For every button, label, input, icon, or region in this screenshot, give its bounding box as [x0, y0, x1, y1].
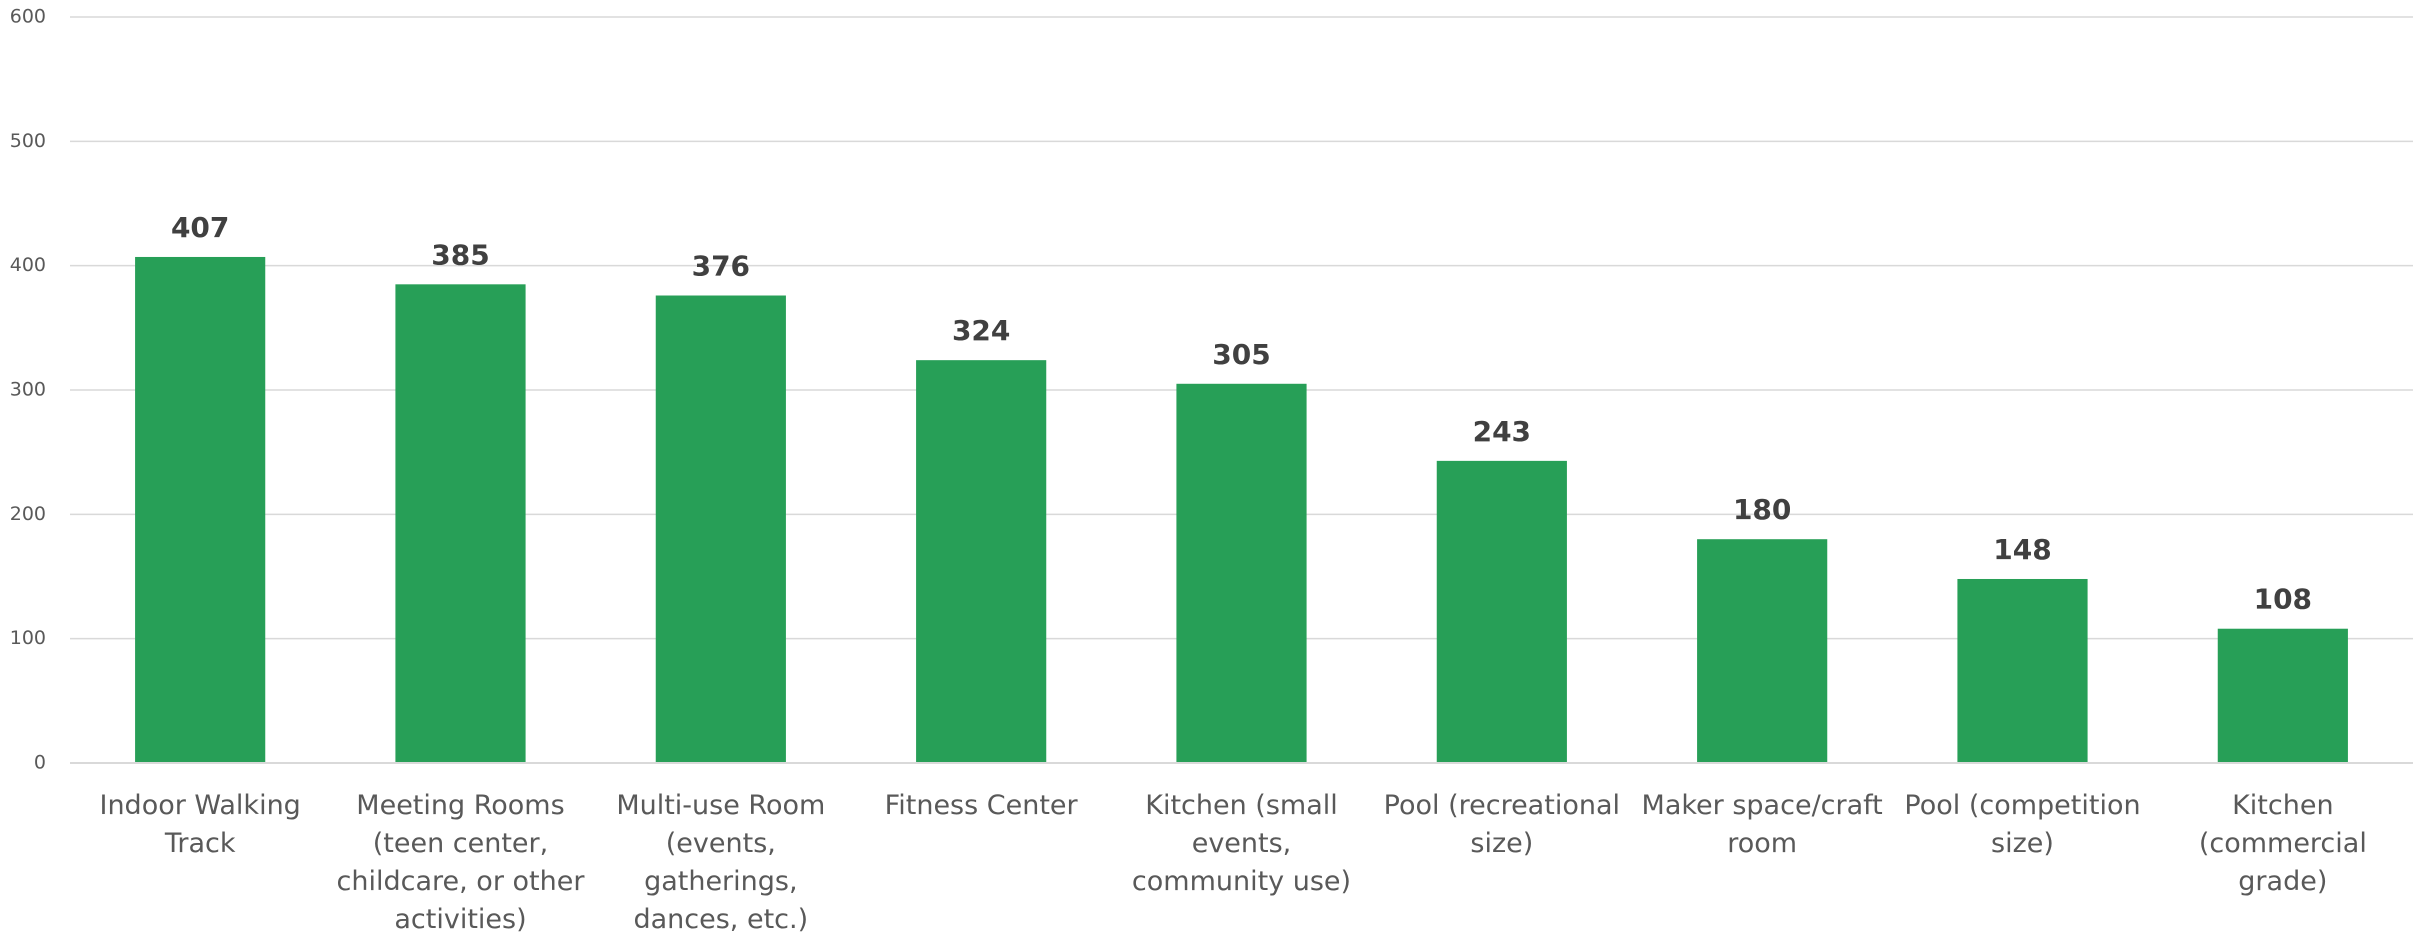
value-label: 324 — [952, 314, 1010, 347]
y-tick-label: 100 — [10, 627, 46, 649]
y-tick-label: 500 — [10, 130, 46, 152]
bar — [2217, 628, 2348, 763]
x-tick-label: Pool (recreational size) — [1383, 790, 1620, 859]
value-label: 376 — [692, 250, 750, 283]
bar — [1957, 578, 2088, 763]
bar — [1697, 539, 1828, 763]
bar — [655, 295, 786, 763]
x-tick-label: Meeting Rooms (teen center, childcare, o… — [336, 790, 585, 934]
y-tick-label: 0 — [34, 752, 46, 774]
value-label: 243 — [1473, 415, 1531, 448]
x-tick-label: Pool (competition size) — [1904, 790, 2141, 859]
y-tick-label: 300 — [10, 379, 46, 401]
y-tick-label: 400 — [10, 254, 46, 276]
x-tick-label: Indoor Walking Track — [99, 790, 301, 859]
bar — [1436, 460, 1567, 763]
x-tick-label: Kitchen (small events, community use) — [1131, 790, 1352, 897]
y-tick-label: 200 — [10, 503, 46, 525]
bar — [916, 360, 1047, 763]
bar — [395, 284, 526, 763]
bar — [1176, 383, 1307, 763]
bar — [135, 256, 266, 763]
value-label: 407 — [171, 211, 229, 244]
value-label: 148 — [1993, 533, 2051, 566]
x-tick-label: Fitness Center — [884, 790, 1078, 821]
y-tick-label: 600 — [10, 6, 46, 28]
x-tick-label: Multi-use Room (events, gatherings, danc… — [616, 790, 826, 934]
value-label: 385 — [431, 238, 489, 271]
value-label: 305 — [1212, 338, 1270, 371]
value-label: 180 — [1733, 493, 1791, 526]
x-tick-label: Kitchen (commercial grade) — [2198, 790, 2367, 897]
value-label: 108 — [2254, 583, 2312, 616]
x-tick-label: Maker space/craft room — [1641, 790, 1883, 859]
